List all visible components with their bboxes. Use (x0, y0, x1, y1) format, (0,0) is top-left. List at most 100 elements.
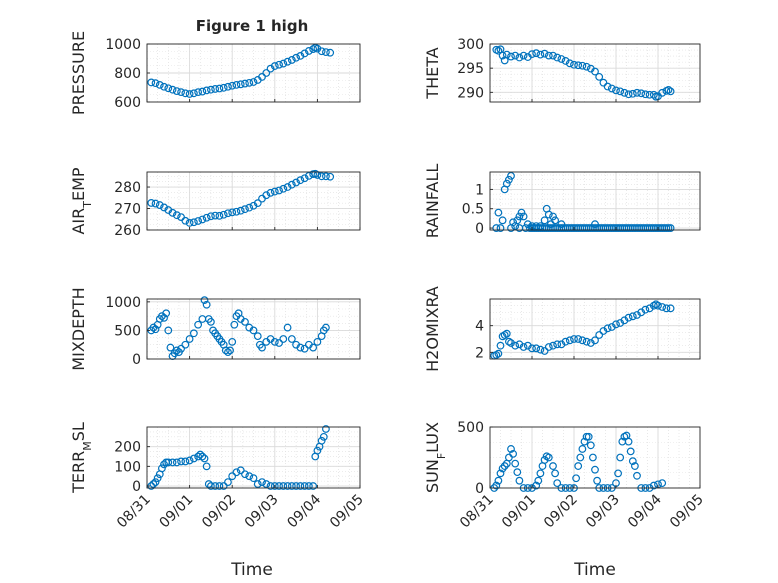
data-point (576, 453, 585, 462)
data-point (666, 224, 675, 232)
x-tick-label: 09/04 (284, 491, 324, 531)
data-point (162, 309, 171, 318)
data-point (224, 82, 232, 91)
data-point (582, 337, 591, 346)
data-point (224, 209, 232, 218)
data-point (232, 80, 241, 89)
data-point (536, 50, 545, 59)
data-point (317, 47, 326, 56)
subplot-h2omixra: 2 4 H2OMIXRA (423, 286, 701, 372)
data-point (580, 437, 589, 446)
data-point (496, 224, 505, 232)
data-point (526, 224, 534, 232)
data-point (189, 329, 198, 338)
data-point (565, 59, 574, 68)
data-point (532, 49, 541, 58)
data-point (262, 191, 271, 200)
data-point (540, 216, 549, 225)
y-tick-label: 0 (475, 221, 484, 237)
data-point (595, 331, 604, 339)
data-point (549, 51, 557, 60)
data-point (666, 87, 675, 96)
data-point (219, 83, 228, 92)
data-point (494, 46, 503, 55)
data-point (317, 172, 326, 181)
axes-box (146, 171, 361, 231)
data-point (553, 340, 562, 349)
y-tick-label: 2 (475, 345, 484, 361)
data-point (591, 220, 599, 229)
data-point (664, 224, 673, 232)
data-point (283, 323, 292, 332)
data-point (628, 457, 637, 466)
data-point (151, 79, 160, 88)
data-point (507, 445, 515, 453)
data-point (523, 220, 532, 229)
data-point (498, 464, 507, 473)
data-point (189, 454, 198, 463)
data-point (628, 89, 637, 98)
subplot-mixdepth: 0 500 1000 MIXDEPTH (69, 287, 361, 371)
data-point (304, 482, 313, 490)
data-point (147, 199, 156, 207)
data-point (584, 432, 593, 441)
data-point (561, 337, 570, 346)
data-point (228, 472, 237, 481)
data-point (502, 179, 511, 188)
subplot-sun-flux: 0 500 08/31 09/01 09/02 09/03 09/04 09/05 SUNFLU… (423, 420, 707, 531)
data-point (164, 458, 173, 467)
data-point (658, 479, 667, 488)
data-point (275, 339, 283, 347)
data-point (492, 481, 501, 490)
data-point (292, 482, 301, 490)
data-point (253, 480, 262, 488)
data-point (309, 343, 318, 352)
data-point (549, 462, 557, 470)
data-point (574, 462, 583, 470)
data-point (283, 482, 292, 490)
data-point (614, 469, 622, 478)
y-tick-label: 500 (114, 323, 141, 339)
data-point (158, 464, 166, 473)
data-point (544, 343, 553, 351)
y-axis-label: PRESSURE (69, 31, 88, 115)
data-point (553, 479, 562, 488)
data-point (177, 344, 185, 353)
data-point (185, 335, 194, 343)
data-point (198, 87, 207, 96)
data-point (292, 178, 301, 187)
data-point (628, 312, 637, 321)
data-point (194, 217, 203, 225)
data-point (326, 48, 335, 57)
data-point (513, 468, 522, 477)
data-point (172, 458, 181, 467)
data-point (637, 89, 646, 98)
y-tick-label: 295 (457, 61, 484, 77)
y-tick-label: 800 (114, 66, 141, 82)
data-point (532, 344, 541, 353)
data-point (160, 313, 168, 322)
data-point (507, 52, 515, 61)
plot-area (147, 172, 360, 230)
data-point (532, 481, 541, 490)
subplot-pressure: 600 800 1000 PRESSURE (69, 31, 361, 115)
data-point (309, 482, 318, 490)
data-point (591, 336, 599, 345)
data-point (528, 50, 536, 59)
x-tick-label: 08/31 (457, 492, 497, 532)
data-point (164, 84, 173, 93)
data-point (540, 49, 549, 58)
data-point (296, 482, 305, 490)
data-point (236, 466, 245, 475)
data-point (511, 341, 520, 350)
data-point (612, 320, 620, 329)
data-point (517, 208, 526, 217)
data-point (502, 50, 511, 59)
data-point (168, 208, 177, 217)
data-point (241, 205, 249, 214)
data-point (536, 345, 545, 354)
data-point (500, 462, 509, 470)
y-tick-label: 1 (475, 182, 484, 198)
data-point (177, 88, 185, 97)
data-point (662, 224, 671, 232)
